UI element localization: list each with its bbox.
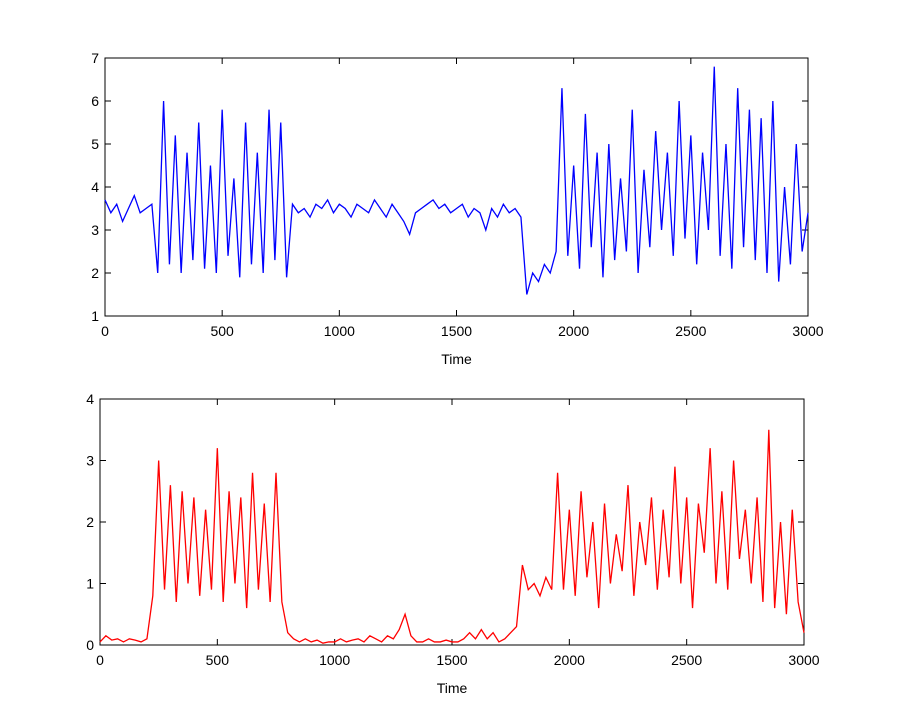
x-tick-label: 1000 [319,652,350,668]
x-tick-label: 3000 [792,323,823,339]
x-tick-label: 2000 [554,652,585,668]
y-tick-label: 4 [86,391,94,407]
y-tick-label: 0 [86,637,94,653]
y-tick-label: 5 [91,136,99,152]
y-tick-label: 2 [86,514,94,530]
x-axis-label: Time [441,351,472,367]
x-tick-label: 2500 [675,323,706,339]
axes-frame [104,57,809,317]
x-tick-label: 0 [101,323,109,339]
data-line [99,429,805,644]
y-tick-label: 6 [91,93,99,109]
x-tick-label: 1500 [441,323,472,339]
axes-frame [99,398,805,646]
y-tick-label: 4 [91,179,99,195]
y-tick-label: 1 [91,308,99,324]
x-tick-label: 1500 [436,652,467,668]
data-line [104,66,809,295]
y-tick-label: 1 [86,576,94,592]
x-tick-label: 2500 [671,652,702,668]
y-tick-label: 7 [91,50,99,66]
y-tick-label: 2 [91,265,99,281]
x-tick-label: 1000 [324,323,355,339]
x-tick-label: 500 [210,323,234,339]
y-tick-label: 3 [91,222,99,238]
x-tick-label: 0 [96,652,104,668]
x-tick-label: 500 [206,652,230,668]
x-axis-label: Time [437,680,468,696]
x-tick-label: 2000 [558,323,589,339]
y-tick-label: 3 [86,453,94,469]
x-tick-label: 3000 [788,652,819,668]
